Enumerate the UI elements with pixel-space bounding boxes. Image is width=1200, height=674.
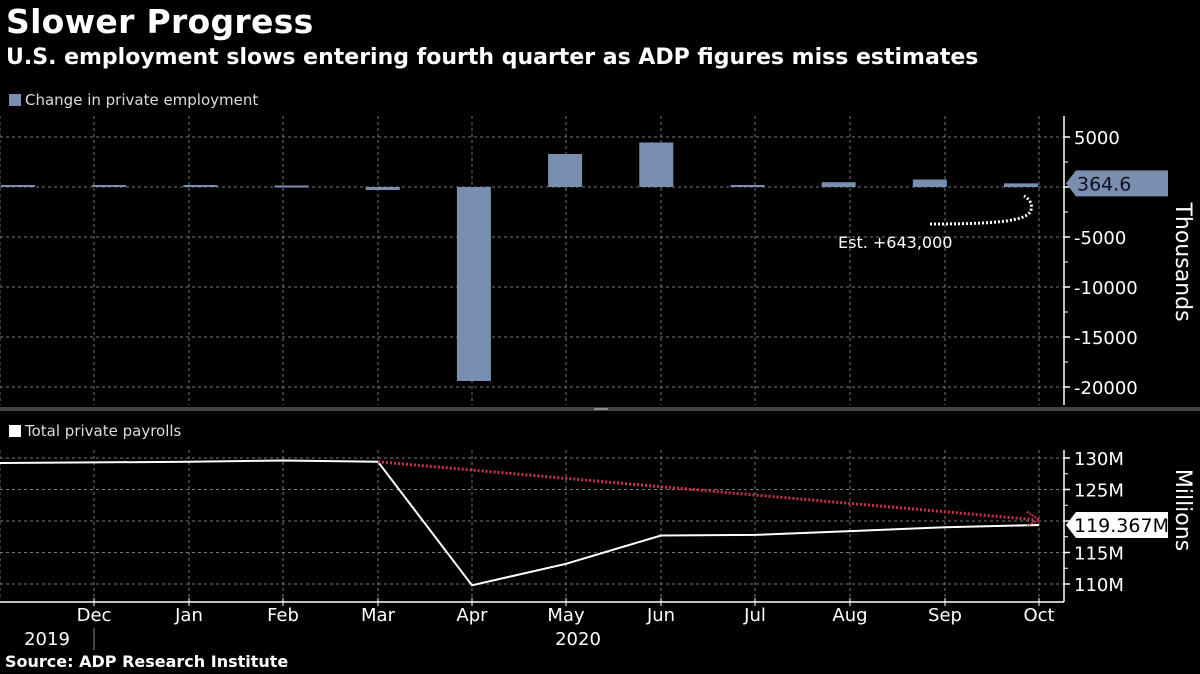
- bar: [183, 185, 218, 187]
- x-tick-label: Mar: [361, 605, 396, 626]
- x-tick-label: Apr: [456, 605, 488, 626]
- y-tick-label: -15000: [1074, 328, 1138, 349]
- source-note: Source: ADP Research Institute: [5, 652, 289, 671]
- year-label: 2019: [24, 629, 70, 650]
- y-axis-label-bottom: Millions: [1170, 469, 1195, 551]
- x-tick-label: Jan: [174, 605, 203, 626]
- trend-arrowhead-icon: [1026, 510, 1041, 527]
- bar: [639, 142, 674, 187]
- x-tick-label: Dec: [77, 605, 112, 626]
- y-tick-label: -10000: [1074, 278, 1138, 299]
- last-value-tag: [1066, 170, 1168, 197]
- bar-series: [1, 142, 1038, 381]
- y-tick-label: 130M: [1074, 449, 1124, 470]
- y-tick-label: 115M: [1074, 544, 1124, 565]
- line-series: [0, 459, 1041, 587]
- bar: [456, 187, 491, 381]
- y-tick-label: -20000: [1074, 378, 1138, 399]
- last-value-label: 119.367M: [1074, 515, 1169, 537]
- estimate-annotation: Est. +643,000: [838, 233, 952, 252]
- x-tick-label: May: [547, 605, 585, 626]
- divider-grip-icon[interactable]: [594, 408, 608, 410]
- axes: 5000 -5000 -10000 -15000 -20000 130M 125M 115M 1…: [0, 116, 1169, 650]
- annotation-pointer: [929, 194, 1033, 226]
- chart-subtitle: U.S. employment slows entering fourth qu…: [6, 45, 979, 70]
- legend-label: Change in private employment: [25, 91, 259, 109]
- bar: [92, 185, 127, 187]
- bottom-gridlines: [0, 450, 1064, 600]
- bar: [548, 154, 583, 187]
- x-tick-label: Aug: [832, 605, 867, 626]
- y-tick-label: -5000: [1074, 228, 1126, 249]
- bar: [821, 182, 856, 187]
- x-tick-label: Jul: [743, 605, 766, 626]
- payroll-line: [0, 459, 1040, 587]
- legend-label: Total private payrolls: [25, 422, 182, 440]
- year-label: 2020: [555, 629, 601, 650]
- legend-swatch-line: [9, 425, 21, 437]
- bar: [1, 185, 35, 187]
- last-value-tag: [1066, 511, 1168, 538]
- chart-title: Slower Progress: [6, 2, 314, 41]
- bar: [1004, 183, 1038, 187]
- trend-arrow: [377, 460, 1036, 522]
- y-tick-label: 110M: [1074, 575, 1124, 596]
- y-tick-label: 125M: [1074, 481, 1124, 502]
- x-tick-label: Oct: [1023, 605, 1054, 626]
- bar: [274, 185, 309, 188]
- x-tick-label: Sep: [928, 605, 962, 626]
- x-tick-label: Feb: [267, 605, 299, 626]
- y-tick-label: 5000: [1074, 128, 1120, 149]
- y-axis-label-top: Thousands: [1170, 201, 1195, 321]
- legend-swatch-bar: [9, 94, 21, 106]
- top-gridlines: [0, 116, 1064, 405]
- legend-total-payrolls: Total private payrolls: [9, 422, 181, 440]
- legend-change-employment: Change in private employment: [9, 91, 258, 109]
- last-value-label: 364.6: [1077, 173, 1131, 195]
- bar: [365, 187, 400, 190]
- x-tick-label: Jun: [646, 605, 675, 626]
- bar: [912, 179, 947, 187]
- bar: [730, 185, 765, 187]
